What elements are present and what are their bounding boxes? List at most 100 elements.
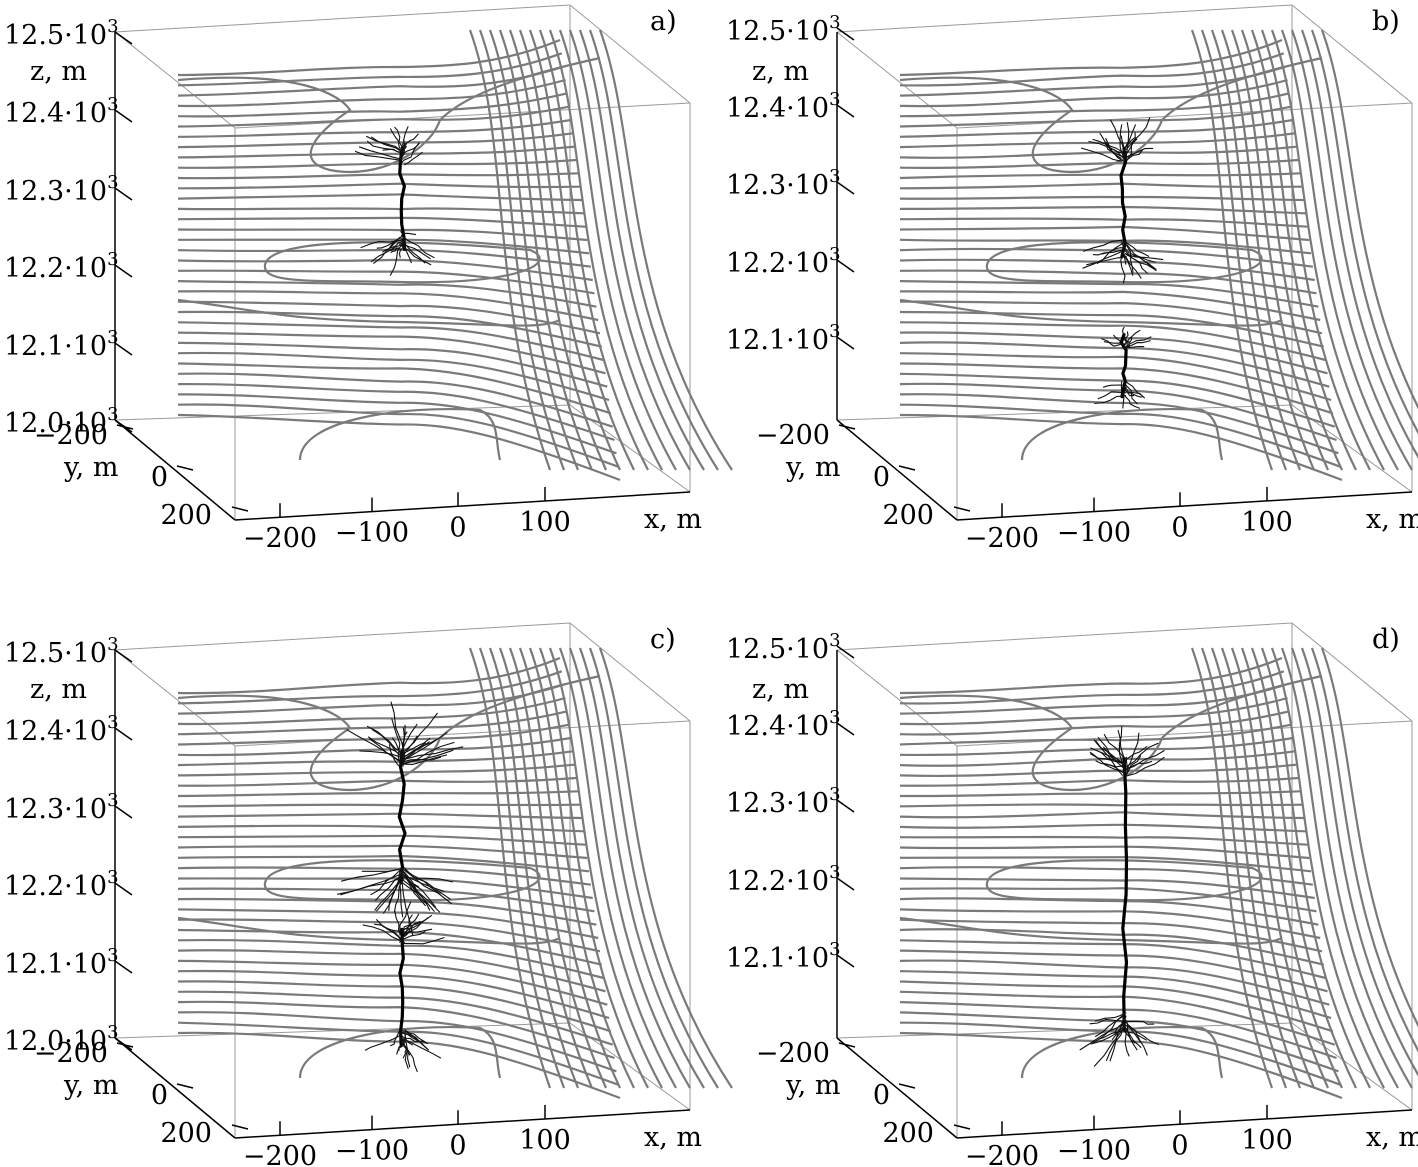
x-tick-label: −100 [1057, 1136, 1131, 1167]
z-tick-label: 12.1·103 [4, 327, 119, 362]
y-axis-label: y, m [785, 1070, 840, 1101]
z-tick-label: 12.2·103 [4, 249, 119, 284]
z-tick-mark [114, 882, 133, 896]
z-tick-mark [114, 960, 133, 974]
y-tick-label: 0 [151, 1080, 168, 1111]
z-axis-label: z, m [752, 674, 809, 705]
z-tick-mark [836, 877, 855, 891]
z-tick-label: 12.5·103 [4, 634, 119, 669]
y-tick-mark [116, 1042, 134, 1048]
z-tick-mark [114, 109, 133, 123]
y-tick-label: 200 [160, 1118, 212, 1149]
x-tick-label: −200 [965, 1141, 1039, 1167]
y-axis-label: y, m [63, 1070, 118, 1101]
z-tick-label: 12.2·103 [726, 862, 841, 897]
y-tick-mark [176, 1083, 194, 1089]
y-tick-mark [953, 506, 971, 512]
y-axis-line [836, 1037, 958, 1139]
x-tick-label: 0 [449, 1130, 466, 1161]
z-tick-label: 12.0·103 [4, 1022, 119, 1057]
z-tick-mark [114, 727, 133, 741]
x-tick-label: −100 [335, 518, 409, 549]
z-tick-mark [836, 799, 855, 813]
panel-d: 12.5·103 12.4·103 12.3·103 12.2·103 12.1·103… [726, 622, 1418, 1167]
panel-label: d) [1372, 624, 1400, 655]
y-tick-label: 200 [882, 500, 934, 531]
x-tick-label: −200 [243, 1141, 317, 1167]
z-tick-mark [836, 336, 855, 350]
y-tick-mark [898, 1083, 916, 1089]
y-tick-label: −200 [34, 1038, 108, 1069]
y-tick-mark [953, 1124, 971, 1130]
x-axis-label: x, m [1366, 504, 1418, 535]
z-tick-mark [836, 954, 855, 968]
z-tick-label: 12.5·103 [4, 16, 119, 51]
discharge-tree [1079, 726, 1165, 1067]
y-axis-label: y, m [785, 452, 840, 483]
x-tick-label: −200 [965, 523, 1039, 554]
x-axis-line [234, 1109, 691, 1139]
z-tick-label: 12.3·103 [726, 166, 841, 201]
z-tick-mark [836, 104, 855, 118]
z-tick-mark [836, 259, 855, 273]
z-axis-label: z, m [752, 56, 809, 87]
y-tick-mark [898, 465, 916, 471]
y-tick-mark [231, 1124, 249, 1130]
field-contours [177, 29, 733, 482]
z-tick-mark [114, 31, 133, 45]
discharge-tree [1094, 326, 1152, 409]
x-axis-line [956, 1109, 1413, 1139]
x-axis-line [234, 491, 691, 521]
y-tick-label: 0 [151, 462, 168, 493]
x-axis-label: x, m [644, 504, 702, 535]
z-tick-label: 12.3·103 [4, 172, 119, 207]
z-tick-mark [836, 645, 855, 659]
y-tick-label: −200 [756, 420, 830, 451]
x-tick-label: −100 [1057, 518, 1131, 549]
y-tick-label: −200 [34, 420, 108, 451]
z-tick-label: 12.2·103 [726, 244, 841, 279]
z-axis-label: z, m [30, 56, 87, 87]
z-axis-label: z, m [30, 674, 87, 705]
panel-label: a) [650, 6, 677, 37]
z-tick-label: 12.5·103 [726, 630, 841, 665]
z-tick-label: 12.5·103 [726, 12, 841, 47]
z-tick-label: 12.1·103 [726, 939, 841, 974]
panel-b: 12.5·103 12.4·103 12.3·103 12.2·103 12.1·103… [726, 4, 1418, 554]
z-tick-mark [114, 342, 133, 356]
x-axis-label: x, m [644, 1122, 702, 1153]
y-tick-mark [838, 1042, 856, 1048]
y-axis-line [114, 419, 236, 521]
z-tick-label: 12.1·103 [4, 945, 119, 980]
z-tick-label: 12.2·103 [4, 867, 119, 902]
y-axis-line [836, 419, 958, 521]
panel-label: c) [650, 624, 676, 655]
z-tick-label: 12.1·103 [726, 321, 841, 356]
z-tick-mark [836, 181, 855, 195]
discharge-tree [354, 126, 435, 276]
y-axis-label: y, m [63, 452, 118, 483]
z-tick-mark [114, 649, 133, 663]
discharge-tree [336, 701, 464, 936]
discharge-tree [362, 901, 445, 1073]
z-tick-label: 12.3·103 [4, 790, 119, 825]
x-tick-label: 0 [1171, 512, 1188, 543]
x-tick-label: −100 [335, 1136, 409, 1167]
x-tick-label: 100 [1241, 1125, 1293, 1156]
field-contours [899, 647, 1418, 1100]
x-tick-label: 0 [1171, 1130, 1188, 1161]
x-tick-label: 100 [519, 507, 571, 538]
bounding-box [114, 622, 691, 1138]
z-tick-label: 12.4·103 [4, 94, 119, 129]
y-tick-label: 200 [882, 1118, 934, 1149]
z-tick-mark [114, 805, 133, 819]
y-tick-label: 0 [873, 462, 890, 493]
z-tick-mark [836, 722, 855, 736]
z-tick-mark [114, 187, 133, 201]
x-tick-label: 100 [1241, 507, 1293, 538]
y-tick-label: −200 [756, 1038, 830, 1069]
y-axis-line [114, 1037, 236, 1139]
x-axis-label: x, m [1366, 1122, 1418, 1153]
z-tick-label: 12.0·103 [4, 404, 119, 439]
